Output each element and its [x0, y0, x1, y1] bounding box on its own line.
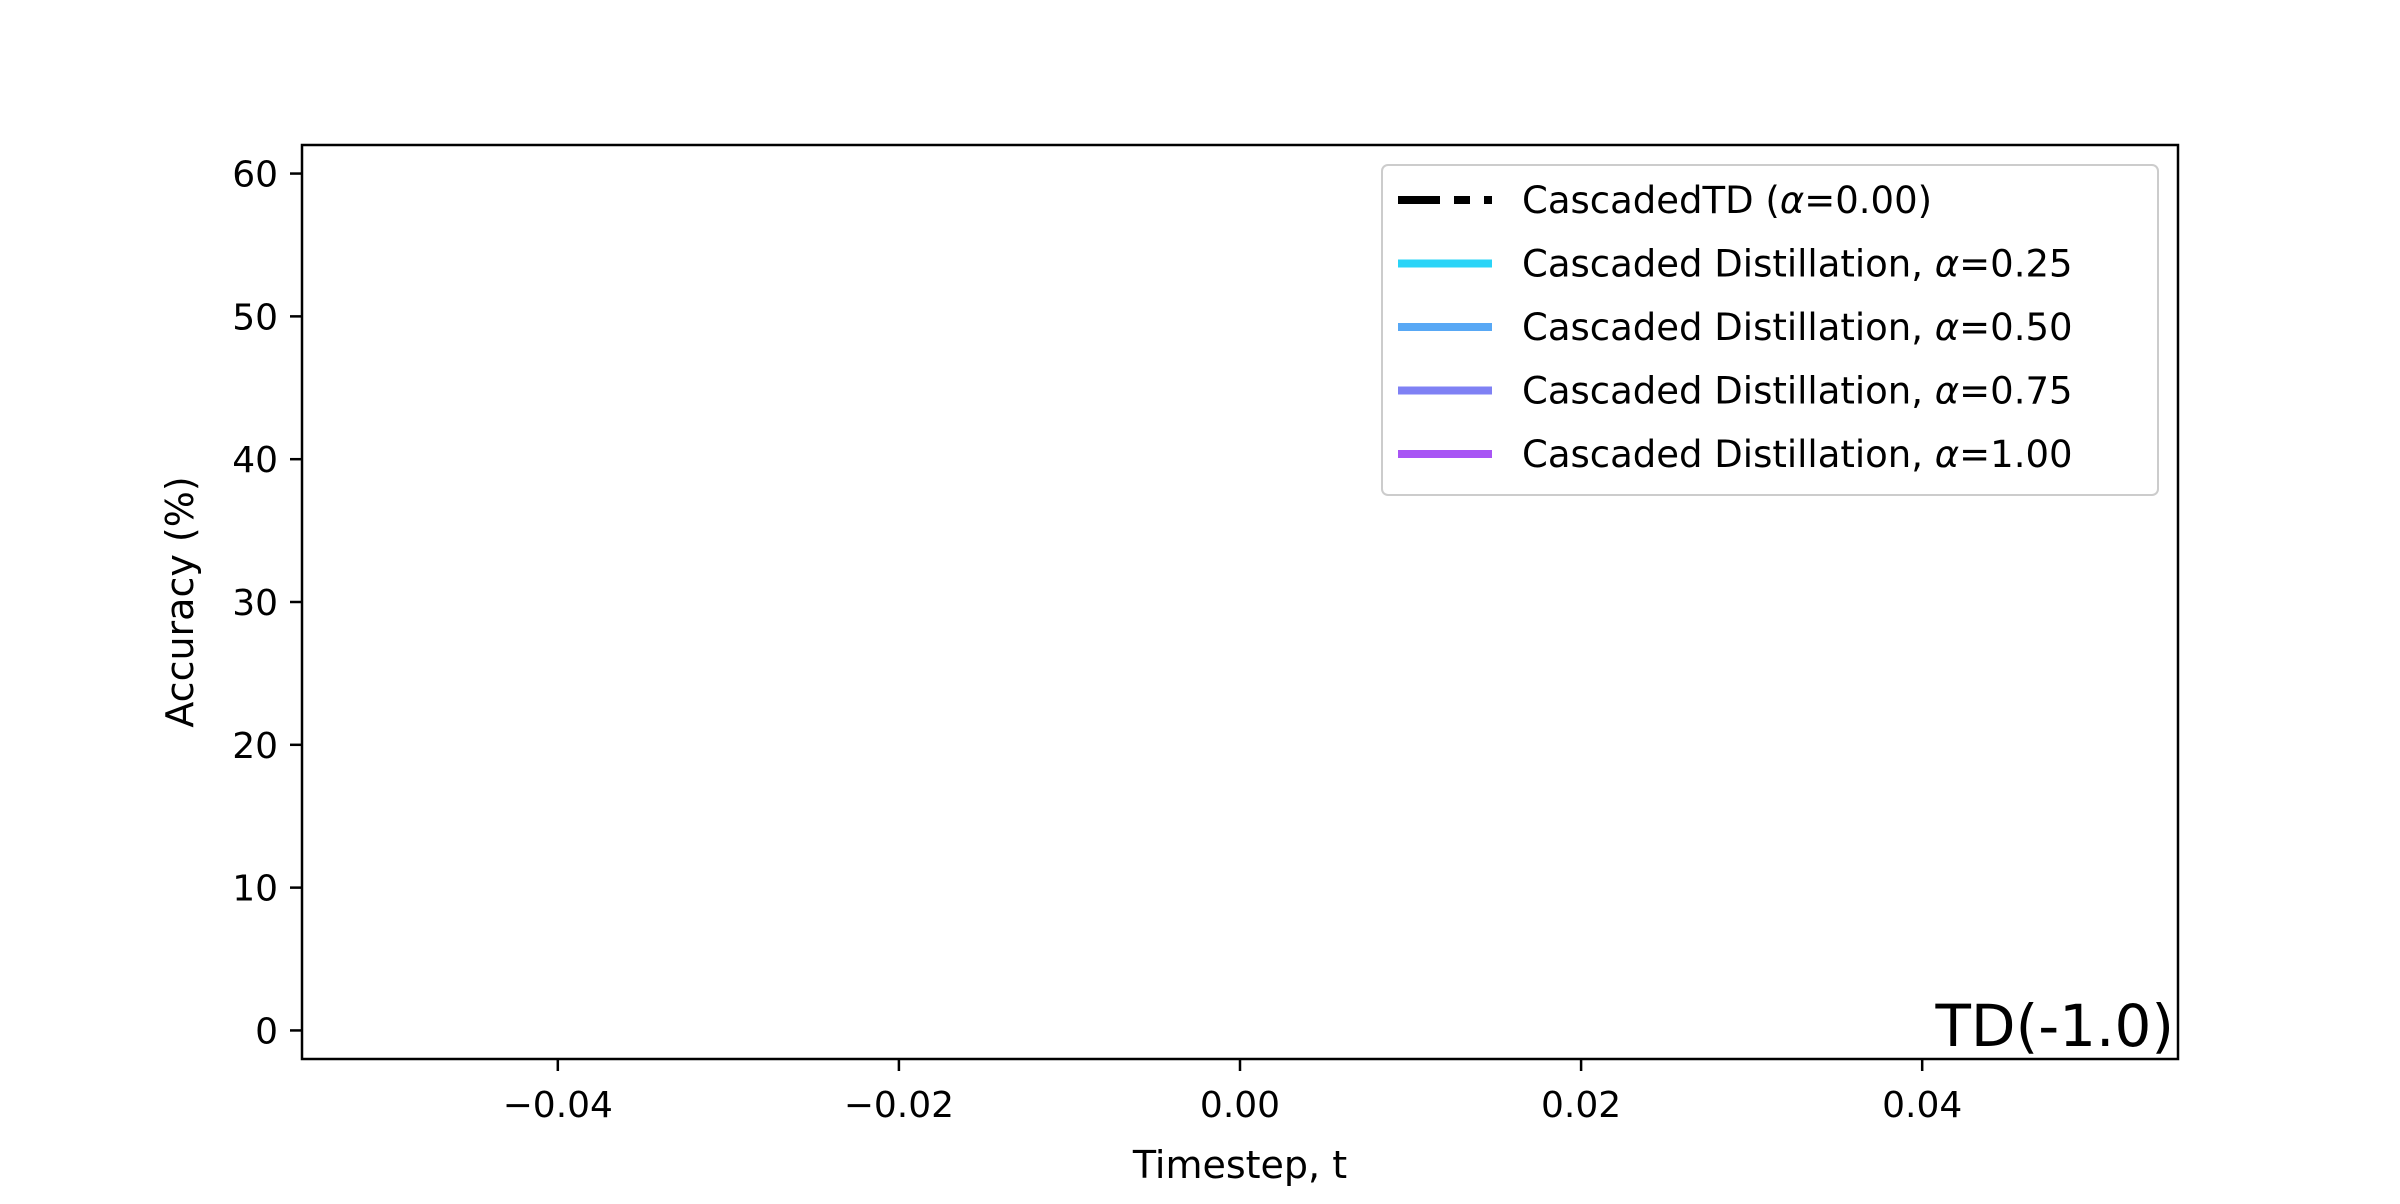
legend-label-0: CascadedTD (α=0.00) [1522, 179, 1932, 222]
legend-label-alpha: α [1935, 243, 1959, 286]
plot-frame [300, 143, 2180, 1061]
legend: CascadedTD (α=0.00)Cascaded Distillation… [1381, 164, 2159, 496]
legend-label-prefix: Cascaded Distillation, [1522, 433, 1935, 476]
legend-label-4: Cascaded Distillation, α=1.00 [1522, 433, 2073, 476]
y-tick-label: 30 [232, 583, 278, 624]
x-axis: −0.04 −0.02 0.00 0.02 0.04 [503, 1059, 1962, 1126]
x-tick-label: 0.00 [1200, 1085, 1280, 1126]
x-axis-label: Timestep, t [1132, 1143, 1347, 1187]
legend-label-prefix: Cascaded Distillation, [1522, 243, 1935, 286]
y-axis-label: Accuracy (%) [158, 476, 202, 727]
legend-label-1: Cascaded Distillation, α=0.25 [1522, 243, 2073, 286]
x-tick-label: −0.04 [503, 1085, 613, 1126]
td-annotation: TD(-1.0) [1934, 992, 2174, 1060]
x-tick-label: −0.02 [844, 1085, 954, 1126]
y-tick-label: 60 [232, 155, 278, 196]
legend-label-prefix: Cascaded Distillation, [1522, 306, 1935, 349]
legend-label-suffix: =1.00 [1959, 433, 2072, 476]
y-tick-label: 20 [232, 726, 278, 767]
legend-label-suffix: =0.75 [1959, 370, 2072, 413]
y-tick-label: 40 [232, 440, 278, 481]
legend-label-3: Cascaded Distillation, α=0.75 [1522, 370, 2073, 413]
legend-label-alpha: α [1780, 179, 1804, 222]
x-tick-label: 0.04 [1882, 1085, 1962, 1126]
y-axis: 0 10 20 30 40 50 60 [232, 155, 302, 1052]
y-tick-label: 50 [232, 297, 278, 338]
y-tick-label: 10 [232, 869, 278, 910]
legend-label-2: Cascaded Distillation, α=0.50 [1522, 306, 2073, 349]
legend-label-suffix: =0.25 [1959, 243, 2072, 286]
legend-label-alpha: α [1935, 433, 1959, 476]
legend-label-prefix: CascadedTD ( [1522, 179, 1780, 222]
legend-label-suffix: =0.00) [1804, 179, 1932, 222]
legend-label-alpha: α [1935, 306, 1959, 349]
legend-label-prefix: Cascaded Distillation, [1522, 370, 1935, 413]
legend-label-suffix: =0.50 [1959, 306, 2072, 349]
legend-frame [1381, 164, 2159, 496]
x-tick-label: 0.02 [1541, 1085, 1621, 1126]
legend-label-alpha: α [1935, 370, 1959, 413]
y-tick-label: 0 [255, 1011, 278, 1052]
